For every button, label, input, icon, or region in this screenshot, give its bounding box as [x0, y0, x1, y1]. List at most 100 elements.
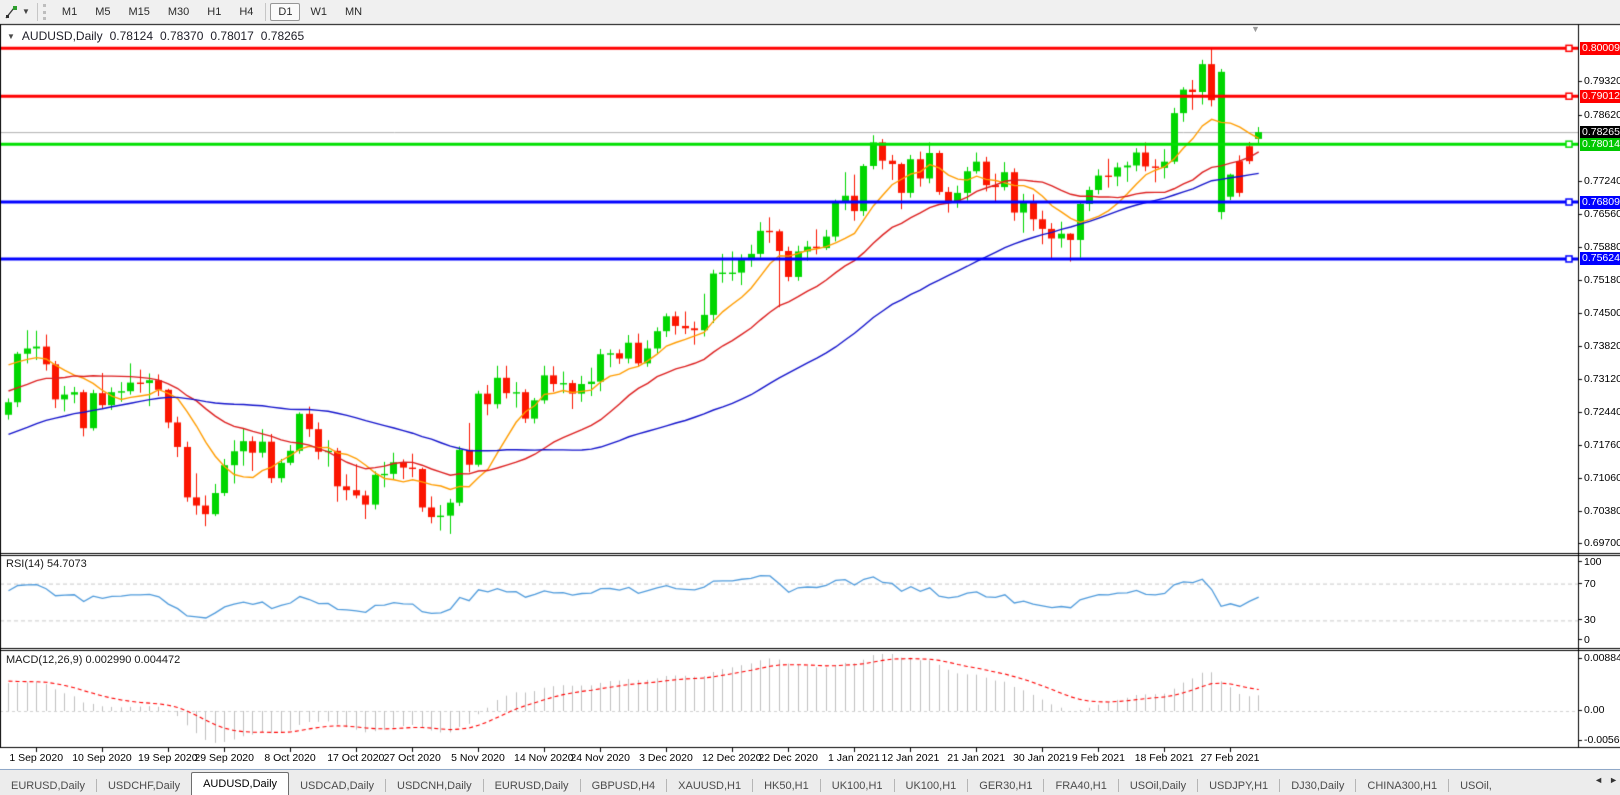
toolbar-separator — [265, 2, 267, 21]
price-level-badge[interactable]: 0.75624 — [1580, 252, 1620, 266]
price-tick-label: 0.76560 — [1584, 208, 1620, 220]
chart-tab-ger30-h1[interactable]: GER30,H1 — [979, 780, 1033, 792]
timeframe-button-m5[interactable]: M5 — [95, 5, 111, 18]
ohlc-close: 0.78265 — [260, 29, 305, 43]
date-tick-label: 19 Sep 2020 — [138, 752, 198, 764]
date-tick-label: 27 Feb 2021 — [1200, 752, 1260, 764]
date-tick-label: 24 Nov 2020 — [570, 752, 630, 764]
price-tick-label: 0.70380 — [1584, 504, 1620, 517]
scroll-right-arrow-icon[interactable]: ► — [1609, 775, 1618, 785]
timeframe-button-h4[interactable]: H4 — [239, 5, 254, 18]
macd-indicator-label: MACD(12,26,9) 0.002990 0.004472 — [6, 654, 181, 666]
price-tick-label: 0.75880 — [1584, 240, 1620, 253]
timeframe-toolbar: ▼ M1 M5 M15 M30 H1 H4 D1 W1 MN — [0, 0, 1620, 23]
tab-separator — [95, 779, 97, 792]
chart-tab-eurusd-daily[interactable]: EURUSD,Daily — [11, 780, 85, 792]
date-tick-label: 10 Sep 2020 — [72, 752, 132, 764]
date-tick-label: 5 Nov 2020 — [451, 752, 505, 764]
tab-separator — [967, 779, 969, 792]
chart-symbol: AUDUSD,Daily — [21, 29, 103, 43]
macd-tick-label: 0.00884 — [1584, 652, 1620, 664]
chart-tabs-bar: EURUSD,Daily USDCHF,Daily AUDUSD,Daily USDC… — [0, 769, 1620, 795]
date-tick-label: 1 Sep 2020 — [9, 752, 64, 764]
price-level-badge[interactable]: 0.78265 — [1580, 125, 1620, 139]
scroll-left-arrow-icon[interactable]: ◄ — [1594, 775, 1604, 785]
price-level-badge[interactable]: 0.78014 — [1580, 137, 1620, 151]
chart-tab-usdjpy-h1[interactable]: USDJPY,H1 — [1209, 780, 1269, 792]
price-tick-label: 0.73120 — [1584, 373, 1620, 386]
chart-tab-usoil-daily[interactable]: USOil,Daily — [1129, 780, 1187, 792]
price-tick-label: 0.73820 — [1584, 339, 1620, 352]
chart-tab-uk100-h1[interactable]: UK100,H1 — [905, 780, 957, 792]
price-tick-label: 0.79320 — [1584, 75, 1620, 88]
chart-tab-xauusd-h1[interactable]: XAUUSD,H1 — [678, 780, 742, 792]
timeframe-button-w1[interactable]: W1 — [310, 5, 327, 18]
timeframe-button-m15[interactable]: M15 — [128, 5, 150, 18]
date-tick-label: 9 Feb 2021 — [1071, 752, 1125, 764]
chart-tab-usdcnh-daily[interactable]: USDCNH,Daily — [397, 780, 472, 792]
price-level-badge[interactable]: 0.79012 — [1580, 89, 1620, 103]
chart-tab-eurusd-daily[interactable]: EURUSD,Daily — [494, 780, 569, 792]
date-tick-label: 12 Jan 2021 — [881, 752, 940, 764]
timeframe-button-h1[interactable]: H1 — [207, 5, 222, 18]
macd-tick-label: -0.00565 — [1584, 734, 1620, 746]
tab-separator — [893, 779, 895, 792]
tab-separator — [1355, 779, 1357, 792]
tab-separator — [1117, 779, 1119, 792]
price-tick-label: 0.78620 — [1584, 109, 1620, 122]
chevron-down-icon[interactable]: ▼ — [22, 7, 30, 16]
chart-header: ▼ AUDUSD,Daily 0.78124 0.78370 0.78017 0… — [7, 29, 311, 43]
price-level-badge[interactable]: 0.76809 — [1580, 195, 1620, 209]
chart-tab-usoil-[interactable]: USOil, — [1460, 780, 1492, 792]
chart-tab-dj30-daily[interactable]: DJ30,Daily — [1291, 780, 1345, 792]
date-tick-label: 12 Dec 2020 — [702, 752, 762, 764]
tab-separator — [1279, 779, 1281, 792]
timeframe-button-m1[interactable]: M1 — [61, 5, 78, 18]
price-level-badge[interactable]: 0.80009 — [1580, 41, 1620, 55]
date-tick-label: 18 Feb 2021 — [1134, 752, 1194, 764]
timeframe-button-mn[interactable]: MN — [344, 5, 363, 18]
tab-separator — [482, 779, 484, 792]
chart-tab-uk100-h1[interactable]: UK100,H1 — [831, 780, 883, 792]
date-tick-label: 27 Oct 2020 — [383, 752, 441, 764]
date-tick-label: 17 Oct 2020 — [327, 752, 385, 764]
rsi-tick-label: 70 — [1584, 577, 1596, 590]
chart-tools-icon[interactable] — [4, 4, 20, 20]
price-tick-label: 0.71760 — [1584, 438, 1620, 451]
chart-tab-usdchf-daily[interactable]: USDCHF,Daily — [107, 780, 181, 792]
toolbar-separator — [36, 2, 38, 21]
chart-tab-audusd-daily[interactable]: AUDUSD,Daily — [191, 772, 290, 795]
ohlc-low: 0.78017 — [210, 29, 254, 43]
date-tick-label: 14 Nov 2020 — [514, 752, 574, 764]
chart-tab-gbpusd-h4[interactable]: GBPUSD,H4 — [591, 780, 656, 792]
date-tick-label: 30 Jan 2021 — [1013, 752, 1071, 764]
price-tick-label: 0.71060 — [1584, 472, 1620, 485]
ohlc-high: 0.78370 — [160, 29, 204, 43]
tab-scroll-arrows: ◄ ► — [1590, 775, 1618, 785]
date-tick-label: 3 Dec 2020 — [639, 752, 693, 764]
ohlc-open: 0.78124 — [109, 29, 153, 43]
chart-tab-usdcad-daily[interactable]: USDCAD,Daily — [300, 780, 375, 792]
price-tick-label: 0.77240 — [1584, 175, 1620, 188]
date-tick-label: 29 Sep 2020 — [194, 752, 254, 764]
tab-separator — [579, 779, 581, 792]
timeframe-button-m30[interactable]: M30 — [167, 5, 190, 18]
chart-tab-hk50-h1[interactable]: HK50,H1 — [764, 780, 809, 792]
date-tick-label: 1 Jan 2021 — [828, 752, 880, 764]
chart-tab-china300-h1[interactable]: CHINA300,H1 — [1367, 780, 1438, 792]
tab-separator — [666, 779, 668, 792]
rsi-tick-label: 100 — [1584, 556, 1602, 568]
chart-tab-fra40-h1[interactable]: FRA40,H1 — [1055, 780, 1107, 792]
price-tick-label: 0.72440 — [1584, 405, 1620, 418]
tab-separator — [752, 779, 754, 792]
toolbar-grip[interactable] — [42, 3, 49, 20]
price-tick-label: 0.74500 — [1584, 306, 1620, 319]
macd-tick-label: 0.00 — [1584, 704, 1605, 716]
collapse-chart-icon[interactable]: ▼ — [7, 31, 15, 41]
chart-shift-marker[interactable]: ▼ — [1251, 24, 1260, 34]
tab-separator — [1448, 779, 1450, 792]
timeframe-button-d1[interactable]: D1 — [270, 2, 301, 21]
rsi-indicator-label: RSI(14) 54.7073 — [6, 558, 87, 570]
